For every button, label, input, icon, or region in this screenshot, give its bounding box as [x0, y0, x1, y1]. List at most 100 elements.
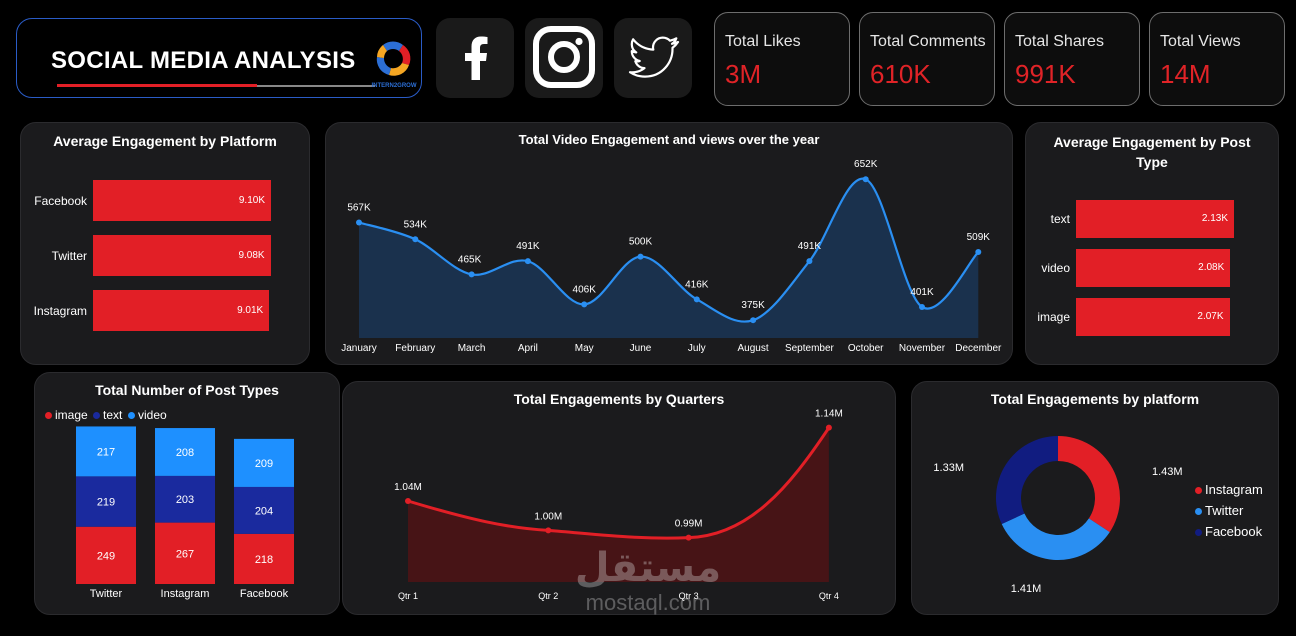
legend-instagram: Instagram: [1195, 482, 1263, 497]
segment-label: 219: [97, 497, 115, 509]
instagram-icon: [533, 26, 595, 88]
data-label: 406K: [573, 284, 597, 295]
bar-category-label: Facebook: [34, 193, 87, 208]
legend-dot: [1195, 508, 1202, 516]
twitter-tile[interactable]: [614, 18, 692, 98]
data-point: [919, 303, 925, 310]
x-tick-label: Facebook: [240, 588, 289, 600]
data-label: 491K: [798, 241, 822, 252]
bar-value-label: 2.08K: [1198, 262, 1225, 273]
legend-twitter: Twitter: [1195, 503, 1243, 518]
bar: [93, 180, 271, 221]
stacked-bar-segment: [234, 533, 294, 584]
bar: [1076, 249, 1231, 287]
x-tick-label: Qtr 4: [819, 591, 839, 601]
x-tick-label: Instagram: [161, 588, 210, 600]
data-label: 567K: [347, 202, 371, 213]
data-label: 1.04M: [394, 482, 422, 493]
data-label: 416K: [685, 279, 709, 290]
legend-label: video: [138, 408, 167, 422]
kpi-value: 991K: [1015, 59, 1076, 89]
stacked-bar-segment: [234, 486, 294, 534]
instagram-tile[interactable]: [525, 18, 603, 98]
x-tick-label: February: [395, 343, 435, 354]
x-tick-label: January: [341, 343, 377, 354]
legend-dot: [45, 412, 52, 420]
bar: [1076, 200, 1234, 238]
bar-value-label: 9.01K: [237, 304, 264, 316]
data-point: [685, 534, 692, 541]
segment-label: 209: [255, 458, 273, 470]
bar-value-label: 2.13K: [1201, 213, 1228, 224]
stacked-bar-segment: [155, 428, 215, 476]
segment-label: 208: [176, 447, 194, 459]
x-tick-label: September: [785, 343, 835, 354]
stacked-bar-segment: [76, 526, 136, 584]
data-label: 401K: [910, 287, 934, 298]
x-tick-label: Qtr 3: [679, 591, 699, 601]
series-line: [407, 426, 831, 540]
data-point: [468, 271, 475, 278]
legend-label: Twitter: [1205, 503, 1244, 518]
x-tick-label: October: [848, 343, 884, 354]
segment-label: 217: [97, 446, 115, 458]
segment-label: 267: [176, 548, 194, 560]
legend-text: text: [93, 408, 122, 422]
title-underline-accent: [57, 84, 257, 87]
x-tick-label: December: [955, 343, 1002, 354]
video-engagement-panel: Total Video Engagement and views over th…: [325, 122, 1013, 365]
kpi-value: 610K: [870, 59, 931, 89]
data-point: [975, 249, 982, 256]
kpi-value: 3M: [725, 59, 762, 89]
stacked-bar-segment: [76, 476, 136, 527]
data-point: [693, 296, 700, 303]
stacked-bar-segment: [155, 522, 215, 584]
bar: [93, 235, 271, 276]
x-tick-label: June: [630, 343, 652, 354]
bar-category-label: video: [1041, 261, 1070, 275]
slice-label: 1.33M: [933, 462, 964, 474]
data-point: [356, 219, 362, 226]
x-tick-label: November: [899, 343, 946, 354]
legend-label: image: [55, 408, 88, 422]
platform-donut-chart: 1.43M 1.41M 1.33M: [933, 436, 1183, 595]
segment-label: 218: [255, 554, 273, 566]
kpi-total-likes: Total Likes 3M: [714, 12, 850, 106]
data-point: [524, 258, 531, 265]
x-tick-label: April: [518, 343, 538, 354]
panel-title: Average Engagement by Platform: [53, 133, 277, 149]
data-label: 1.00M: [534, 511, 562, 522]
bar-category-label: image: [1037, 310, 1070, 324]
donut-slice: [996, 436, 1058, 525]
bar-category-label: text: [1050, 212, 1070, 226]
avg-engagement-platform-panel: Average Engagement by Platform Facebook 9…: [20, 122, 310, 365]
kpi-label: Total Likes: [725, 33, 801, 50]
stacked-bar-segment: [234, 438, 294, 487]
facebook-tile[interactable]: [436, 18, 514, 98]
panel-title: Average Engagement by Post Type: [1053, 134, 1251, 170]
data-point: [637, 253, 644, 260]
stacked-bar-segment: [76, 426, 136, 477]
legend-image: image: [45, 408, 88, 422]
data-label: 509K: [967, 232, 991, 243]
facebook-icon: [465, 36, 488, 80]
kpi-total-comments: Total Comments 610K: [859, 12, 995, 106]
bar: [93, 290, 270, 331]
x-tick-label: July: [688, 343, 706, 354]
panel-title: Total Number of Post Types: [95, 382, 279, 398]
data-point: [825, 424, 832, 431]
data-point: [862, 176, 869, 183]
stacked-bar-segment: [155, 475, 215, 523]
data-label: 491K: [516, 241, 540, 252]
data-point: [545, 527, 552, 534]
segment-label: 249: [97, 550, 115, 562]
bar-value-label: 2.07K: [1197, 311, 1224, 322]
bar-category-label: Instagram: [33, 303, 87, 318]
segment-label: 203: [176, 494, 194, 506]
area-fill: [359, 178, 979, 338]
panel-title: Total Video Engagement and views over th…: [518, 132, 820, 147]
data-point: [806, 258, 813, 265]
bar-value-label: 9.08K: [238, 249, 265, 261]
data-point: [405, 498, 411, 504]
kpi-label: Total Shares: [1015, 33, 1104, 50]
